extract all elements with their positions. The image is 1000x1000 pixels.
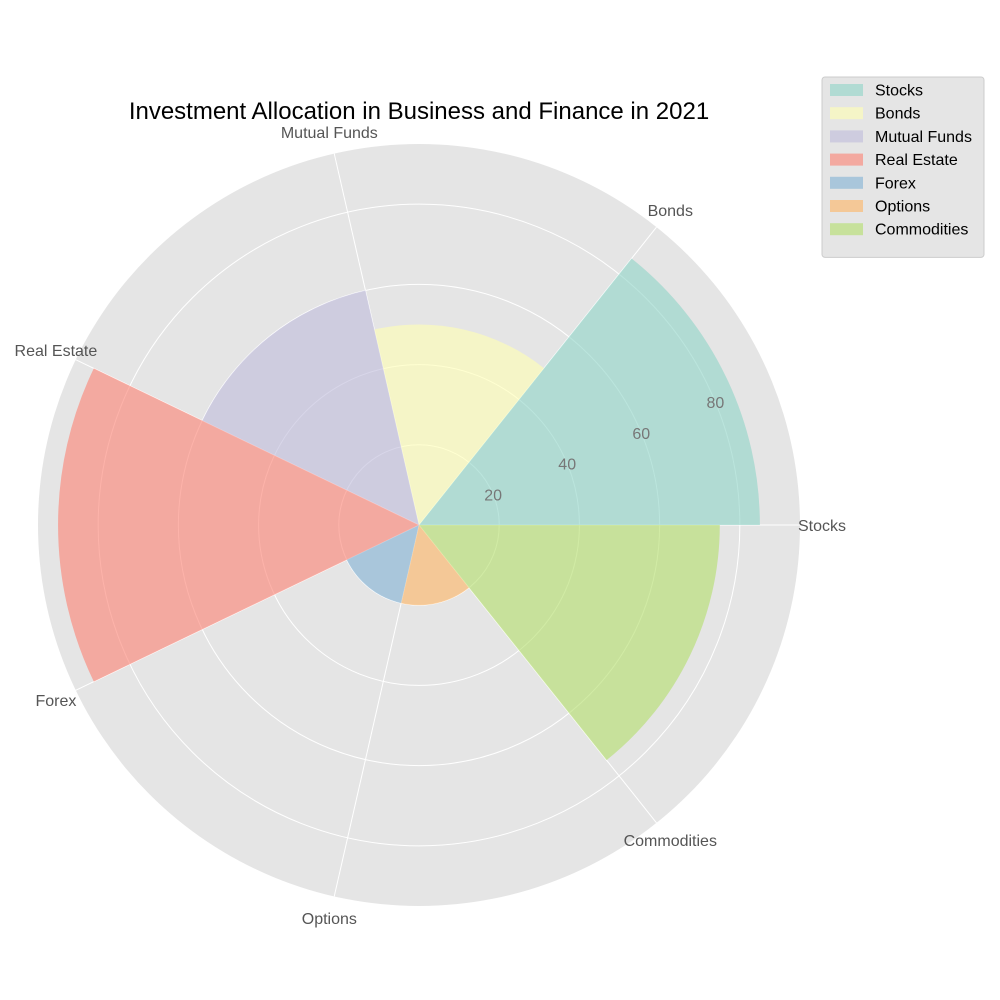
legend-label: Real Estate xyxy=(875,152,958,169)
legend-label: Forex xyxy=(875,175,916,192)
category-label: Mutual Funds xyxy=(281,125,378,142)
legend-swatch xyxy=(830,153,863,166)
legend-swatch xyxy=(830,176,863,189)
bar-forex xyxy=(346,525,419,604)
bar-commodities xyxy=(419,525,720,761)
category-label: Options xyxy=(302,911,357,928)
legend-swatch xyxy=(830,107,863,120)
legend-frame xyxy=(821,76,985,258)
category-labels: Stocks Bonds Mutual Funds Real Estate Forex O… xyxy=(15,125,846,928)
legend-label: Bonds xyxy=(875,106,920,123)
legend-label: Stocks xyxy=(875,83,923,100)
legend: Stocks Bonds Mutual Funds Real Estate Forex O… xyxy=(821,76,985,258)
category-label: Real Estate xyxy=(15,343,98,360)
legend-label: Commodities xyxy=(875,222,968,239)
radial-tick-label: 80 xyxy=(707,395,725,412)
bar-bonds xyxy=(374,324,545,525)
category-label: Bonds xyxy=(648,203,693,220)
legend-label: Mutual Funds xyxy=(875,129,972,146)
bar-mutual-funds xyxy=(202,290,419,525)
radial-tick-label: 60 xyxy=(632,426,650,443)
bar-stocks xyxy=(419,258,760,525)
bars-group xyxy=(58,258,760,761)
category-label: Forex xyxy=(35,693,76,710)
legend-swatch xyxy=(830,84,863,96)
bar-real-estate xyxy=(58,368,420,682)
legend-swatch xyxy=(830,200,863,212)
radial-tick-labels: 20 40 60 80 xyxy=(484,395,724,504)
legend-swatch xyxy=(830,223,863,236)
legend-swatch xyxy=(830,130,863,143)
category-label: Stocks xyxy=(798,518,846,535)
radial-tick-label: 20 xyxy=(484,487,502,504)
chart-title: Investment Allocation in Business and Fi… xyxy=(129,98,709,125)
category-label: Commodities xyxy=(624,833,717,850)
radial-tick-label: 40 xyxy=(558,457,576,474)
legend-label: Options xyxy=(875,199,930,216)
bar-options xyxy=(401,525,470,606)
